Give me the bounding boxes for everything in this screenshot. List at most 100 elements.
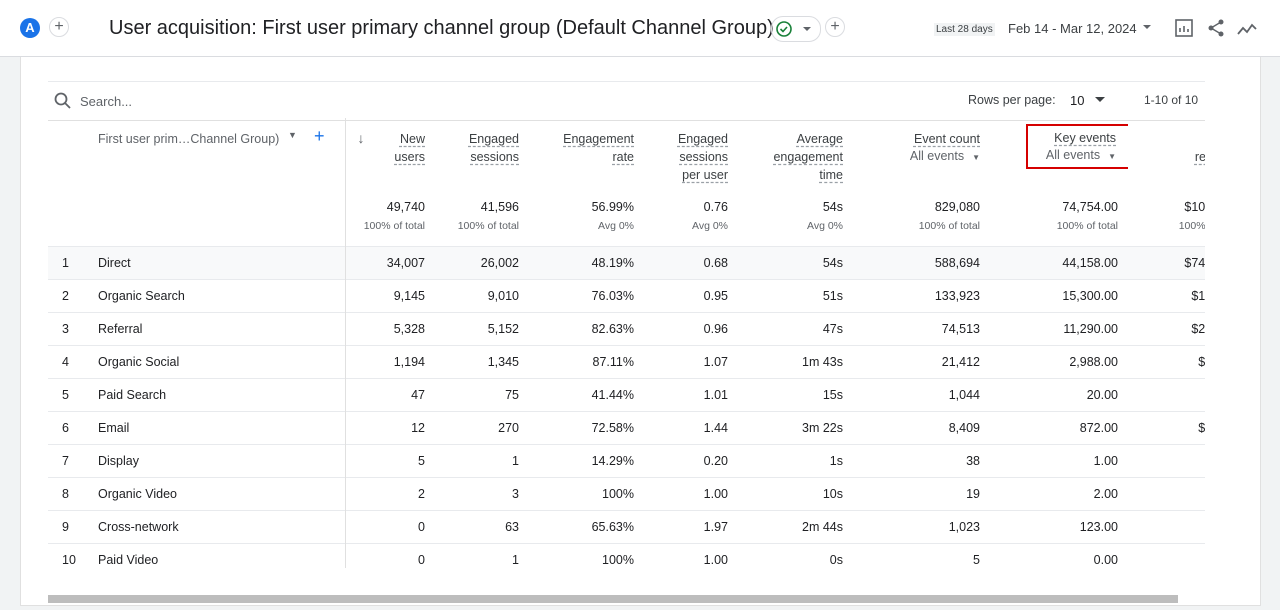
column-header[interactable]: Event count All events ▼ xyxy=(853,118,990,196)
metric-cell: 0.96 xyxy=(644,312,738,346)
column-header[interactable]: Engagement rate xyxy=(529,118,644,196)
row-name[interactable]: Display xyxy=(98,444,346,478)
row-name[interactable]: Paid Video xyxy=(98,543,346,568)
row-name[interactable]: Email xyxy=(98,411,346,445)
highlight-box: Key events All events ▼ xyxy=(1025,124,1128,169)
column-header[interactable]: Key events All events ▼ xyxy=(990,118,1128,196)
row-name[interactable]: Organic Search xyxy=(98,279,346,313)
metric-cell: 100% xyxy=(529,477,644,511)
metric-cell: $0.0 xyxy=(1128,378,1205,412)
metric-selector[interactable]: All events ▼ xyxy=(863,149,980,163)
metric-cell: 1,194 xyxy=(345,345,435,379)
row-index: 9 xyxy=(48,510,98,544)
metric-cell: $0.0 xyxy=(1128,444,1205,478)
toolbar-icons[interactable] xyxy=(1140,18,1265,40)
table-row: 9 Cross-network 0 63 65.63% 1.97 2m 44s 1,023 12… xyxy=(48,510,1205,544)
total-note: 100% of total xyxy=(1178,220,1205,232)
column-label: Engaged sessions per user xyxy=(677,132,728,182)
row-name[interactable]: Cross-network xyxy=(98,510,346,544)
metric-cell: 44,158.00 xyxy=(990,246,1128,280)
column-header[interactable]: Engaged sessions per user xyxy=(644,118,738,196)
metric-cell: 2m 44s xyxy=(738,510,853,544)
search-input[interactable]: Search... xyxy=(80,94,133,109)
rows-per-page-label: Rows per page: xyxy=(968,93,1056,107)
total-note: 100% of total xyxy=(918,220,980,232)
avatar[interactable]: A xyxy=(20,18,40,38)
metric-cell: 48.19% xyxy=(529,246,644,280)
status-chip[interactable] xyxy=(771,16,821,42)
total-value: 49,740 xyxy=(386,200,425,214)
column-label: Average engagement time xyxy=(773,132,843,182)
row-index: 8 xyxy=(48,477,98,511)
metric-cell: 1.00 xyxy=(644,543,738,568)
total-value: 829,080 xyxy=(934,200,980,214)
metric-cell: 20.00 xyxy=(990,378,1128,412)
metric-cell: 2,988.00 xyxy=(990,345,1128,379)
rows-per-page-select[interactable]: 10 xyxy=(1070,93,1085,108)
metric-cell: 1.01 xyxy=(644,378,738,412)
row-index: 5 xyxy=(48,378,98,412)
row-name[interactable]: Referral xyxy=(98,312,346,346)
scrollbar[interactable] xyxy=(48,595,1178,603)
pagination: 1-10 of 10 xyxy=(1144,93,1199,107)
total-note: Avg 0% xyxy=(598,220,634,232)
metric-cell: 1.07 xyxy=(644,345,738,379)
metric-cell: 10s xyxy=(738,477,853,511)
column-header[interactable]: ↓ New users xyxy=(345,118,435,196)
dropdown-arrow: ▼ xyxy=(972,153,980,162)
metric-cell: 1s xyxy=(738,444,853,478)
column-header[interactable]: Engaged sessions xyxy=(435,118,529,196)
dropdown-arrow xyxy=(1095,97,1105,102)
column-label: New users xyxy=(394,132,425,164)
metric-cell: 588,694 xyxy=(853,246,990,280)
date-range[interactable]: Feb 14 - Mar 12, 2024 xyxy=(1008,21,1137,36)
metric-cell: 72.58% xyxy=(529,411,644,445)
metric-cell: 15,300.00 xyxy=(990,279,1128,313)
status-icon xyxy=(776,21,811,37)
row-name[interactable]: Paid Search xyxy=(98,378,346,412)
metric-cell: 2.00 xyxy=(990,477,1128,511)
metric-cell: $1,508. xyxy=(1128,345,1205,379)
metric-cell: 0 xyxy=(345,510,435,544)
metric-cell: $74,735.0 xyxy=(1128,246,1205,280)
row-name[interactable]: Organic Video xyxy=(98,477,346,511)
metric-cell: 5,328 xyxy=(345,312,435,346)
row-name[interactable]: Direct xyxy=(98,246,346,280)
metric-cell: 8,409 xyxy=(853,411,990,445)
column-label: Key events xyxy=(1054,131,1116,145)
table-toolbar: Search... Rows per page: 10 1-10 of 10 xyxy=(48,81,1205,121)
metric-cell: $157. xyxy=(1128,510,1205,544)
column-label: Engaged sessions xyxy=(468,132,519,164)
metric-cell: 76.03% xyxy=(529,279,644,313)
metric-cell: 1 xyxy=(435,444,529,478)
row-index: 4 xyxy=(48,345,98,379)
metric-cell: 1,023 xyxy=(853,510,990,544)
metric-cell: 12 xyxy=(345,411,435,445)
column-header[interactable]: Total revenue xyxy=(1128,118,1205,196)
metric-cell: 0.00 xyxy=(990,543,1128,568)
total-cell: 74,754.00 100% of total xyxy=(990,196,1128,247)
row-index: 10 xyxy=(48,543,98,568)
add-comparison[interactable]: + xyxy=(825,17,845,37)
total-value: 56.99% xyxy=(591,200,634,214)
metric-cell: 26,002 xyxy=(435,246,529,280)
metric-cell: 1.00 xyxy=(990,444,1128,478)
metric-cell: 54s xyxy=(738,246,853,280)
row-name[interactable]: Organic Social xyxy=(98,345,346,379)
metric-selector[interactable]: All events ▼ xyxy=(1046,148,1116,162)
dimension-header[interactable]: First user prim…Channel Group) ▼ + xyxy=(48,118,346,196)
total-cell: 54s Avg 0% xyxy=(738,196,853,247)
metric-cell: 9,010 xyxy=(435,279,529,313)
metric-cell: 2 xyxy=(345,477,435,511)
metric-cell: 5,152 xyxy=(435,312,529,346)
add-button[interactable]: + xyxy=(49,17,69,37)
metric-selector-label: All events xyxy=(1045,148,1101,162)
metric-cell: 1.00 xyxy=(644,477,738,511)
dimension-label: First user prim…Channel Group) xyxy=(98,132,280,146)
metric-cell: 34,007 xyxy=(345,246,435,280)
column-header[interactable]: Average engagement time xyxy=(738,118,853,196)
